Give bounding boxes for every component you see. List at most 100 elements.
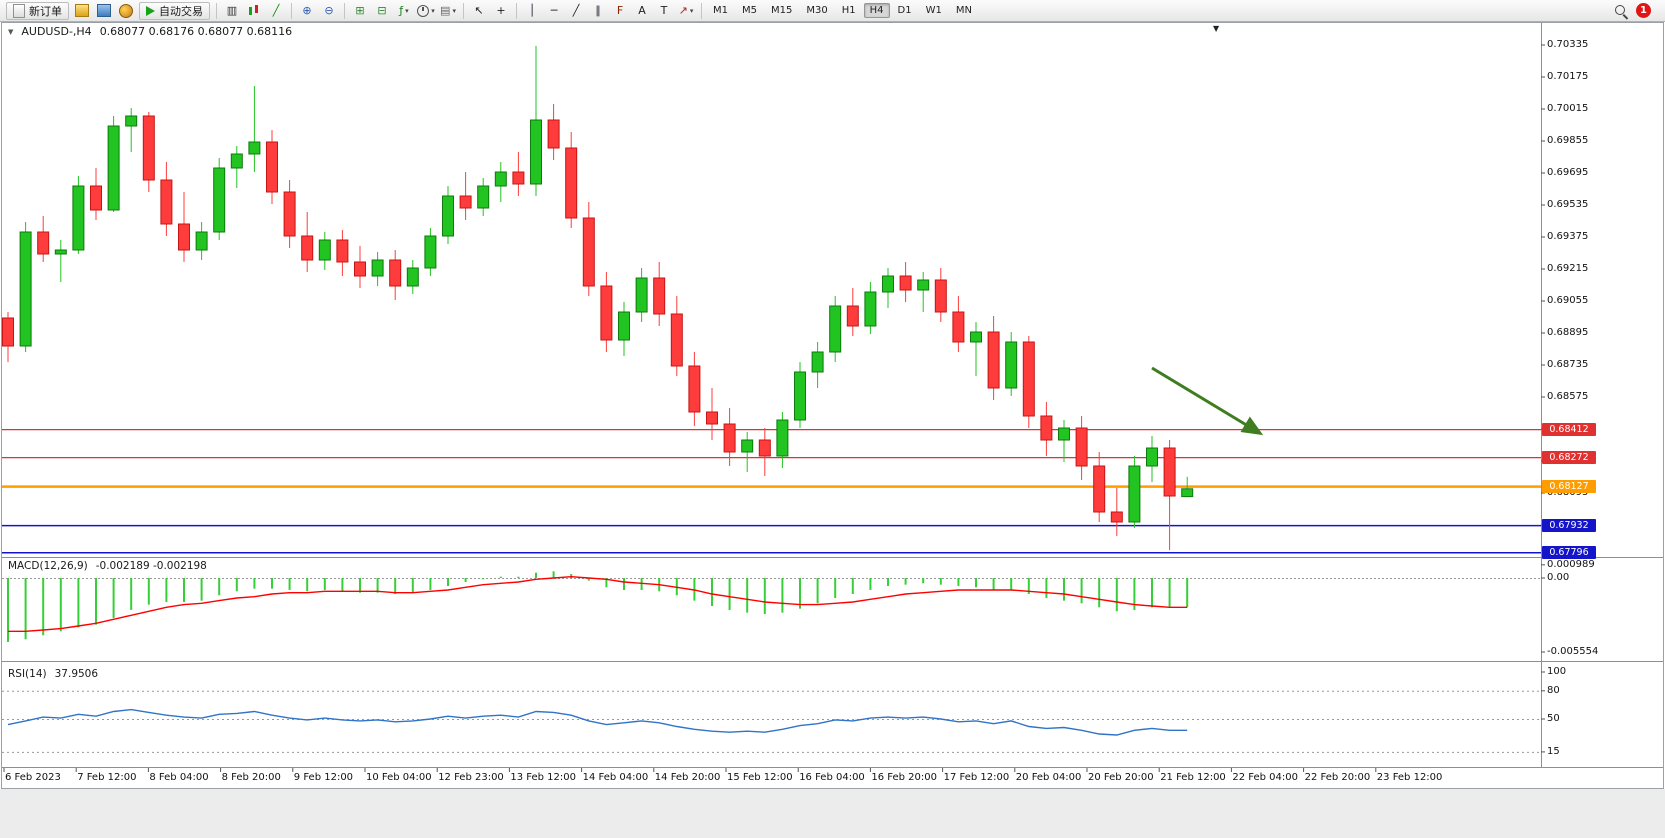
timeframe-w1-button[interactable]: W1 <box>925 5 942 16</box>
candle-body <box>829 305 842 353</box>
indicators-icon-glyph: ƒ <box>399 3 404 17</box>
zoom-out-icon[interactable]: ⊖ <box>319 1 339 21</box>
indicators-icon[interactable]: ƒ ▾ <box>394 1 414 21</box>
toolbar-separator <box>344 2 345 19</box>
candle-body <box>934 279 947 313</box>
trend-arrow-annotation[interactable] <box>1151 366 1264 436</box>
notification-badge[interactable]: 1 <box>1636 3 1651 18</box>
rsi-axis-label: 80 <box>1547 684 1560 696</box>
timeframe-mn-button[interactable]: MN <box>955 5 972 16</box>
timeframe-m30-button[interactable]: M30 <box>806 5 828 16</box>
chart-shift-marker[interactable]: ▼ <box>1213 24 1220 33</box>
candle-body <box>530 119 542 185</box>
arrows-icon-dropdown[interactable]: ▾ <box>689 6 694 15</box>
macd-axis-label: 0.000989 <box>1547 558 1595 570</box>
time-axis-label: 10 Feb 04:00 <box>366 772 432 783</box>
zoom-in-icon[interactable]: ⊕ <box>297 1 317 21</box>
cascade-icon-glyph: ⊟ <box>377 3 387 17</box>
time-axis-label: 12 Feb 23:00 <box>438 772 504 783</box>
arrows-icon[interactable]: ↗ ▾ <box>676 1 696 21</box>
vertical-line-icon[interactable]: │ <box>522 1 542 21</box>
candlestick-chart-icon[interactable] <box>244 1 264 21</box>
timeframe-m5-button[interactable]: M5 <box>742 5 757 16</box>
candle-body <box>54 249 67 255</box>
indicators-icon-dropdown[interactable]: ▾ <box>405 6 409 15</box>
fibonacci-icon-glyph: F <box>616 3 624 17</box>
rsi-axis-label: 15 <box>1547 745 1560 757</box>
metaquotes-icon-glyph <box>119 3 133 18</box>
candle-body <box>952 311 965 343</box>
profiles-icon[interactable] <box>94 1 114 21</box>
metaquotes-icon[interactable] <box>116 1 136 21</box>
candle-body <box>635 277 648 313</box>
label-icon[interactable]: T <box>654 1 674 21</box>
candle-body <box>1163 447 1176 497</box>
clock-icon-glyph <box>417 4 430 17</box>
candle-body <box>336 239 349 263</box>
search-icon-glyph <box>1614 4 1628 18</box>
symbol-dropdown-icon[interactable]: ▼ <box>8 27 14 36</box>
new-order-button[interactable]: 新订单 <box>6 1 69 20</box>
candle-body <box>794 371 806 421</box>
templates-icon-dropdown[interactable]: ▾ <box>452 6 456 15</box>
zoom-in-icon-glyph: ⊕ <box>302 3 312 17</box>
window-bottom-area <box>0 789 1665 838</box>
macd-axis-label: -0.005554 <box>1547 645 1599 657</box>
line-chart-icon[interactable]: ╱ <box>266 1 286 21</box>
timeframe-m15-button[interactable]: M15 <box>771 5 793 16</box>
horizontal-line-icon[interactable]: ─ <box>544 1 564 21</box>
new-chart-icon[interactable] <box>72 1 92 21</box>
bar-chart-icon[interactable]: ▥ <box>222 1 242 21</box>
tile-windows-icon[interactable]: ⊞ <box>350 1 370 21</box>
chart-border <box>1 22 1664 789</box>
vline-icon-glyph: │ <box>528 3 536 17</box>
candles-icon-glyph <box>247 4 261 17</box>
toolbar: 新订单 自动交易 ▥ ╱ ⊕ ⊖ ⊞ ⊟ ƒ ▾ ▾ ▤ ▾ ↖ + │ ─ ╱ ∥ F A T ↗ ▾ M1 M5 M15 M30 H… <box>0 0 1665 22</box>
time-axis-label: 16 Feb 20:00 <box>871 772 937 783</box>
candle-body <box>1040 415 1053 441</box>
price-axis-label: 0.68575 <box>1547 391 1589 402</box>
timeframe-h4-button[interactable]: H4 <box>863 3 890 18</box>
candle-body <box>178 223 190 251</box>
candle-body <box>917 279 930 291</box>
channel-icon-glyph: ∥ <box>595 3 601 17</box>
candle-body <box>758 439 771 457</box>
templates-icon[interactable]: ▤ ▾ <box>438 1 458 21</box>
candle-body <box>741 439 754 453</box>
candle-body <box>230 153 243 169</box>
tile-icon-glyph: ⊞ <box>355 3 365 17</box>
candle-body <box>19 231 32 347</box>
crosshair-icon[interactable]: + <box>491 1 511 21</box>
rsi-axis-label: 100 <box>1547 666 1567 677</box>
candle-body <box>424 235 437 269</box>
toolbar-separator <box>291 2 292 19</box>
cascade-windows-icon[interactable]: ⊟ <box>372 1 392 21</box>
price-axis-label: 0.69855 <box>1547 135 1589 146</box>
timeframe-d1-button[interactable]: D1 <box>897 5 912 16</box>
candle-body <box>442 195 454 237</box>
trendline-icon-glyph: ╱ <box>572 3 580 17</box>
candle-body <box>2 317 14 347</box>
candle-body <box>90 185 102 211</box>
rsi-line <box>7 708 1188 736</box>
periods-icon-dropdown[interactable]: ▾ <box>431 6 435 15</box>
time-axis-label: 20 Feb 20:00 <box>1088 772 1154 783</box>
price-axis-label: 0.69375 <box>1547 231 1589 242</box>
auto-trading-button[interactable]: 自动交易 <box>139 1 210 20</box>
periods-icon[interactable]: ▾ <box>416 1 436 21</box>
candle-body <box>688 365 701 413</box>
candle-body <box>406 267 419 287</box>
cursor-icon[interactable]: ↖ <box>469 1 489 21</box>
timeframe-m1-button[interactable]: M1 <box>713 5 728 16</box>
timeframe-h1-button[interactable]: H1 <box>841 5 856 16</box>
candle-body <box>1075 427 1088 467</box>
fibonacci-icon[interactable]: F <box>610 1 630 21</box>
time-axis-label: 7 Feb 12:00 <box>77 772 137 783</box>
hline-icon-glyph: ─ <box>550 3 558 17</box>
trendline-icon[interactable]: ╱ <box>566 1 586 21</box>
search-icon[interactable] <box>1611 1 1631 21</box>
text-icon[interactable]: A <box>632 1 652 21</box>
price-axis-label: 0.69215 <box>1547 263 1589 274</box>
channel-icon[interactable]: ∥ <box>588 1 608 21</box>
